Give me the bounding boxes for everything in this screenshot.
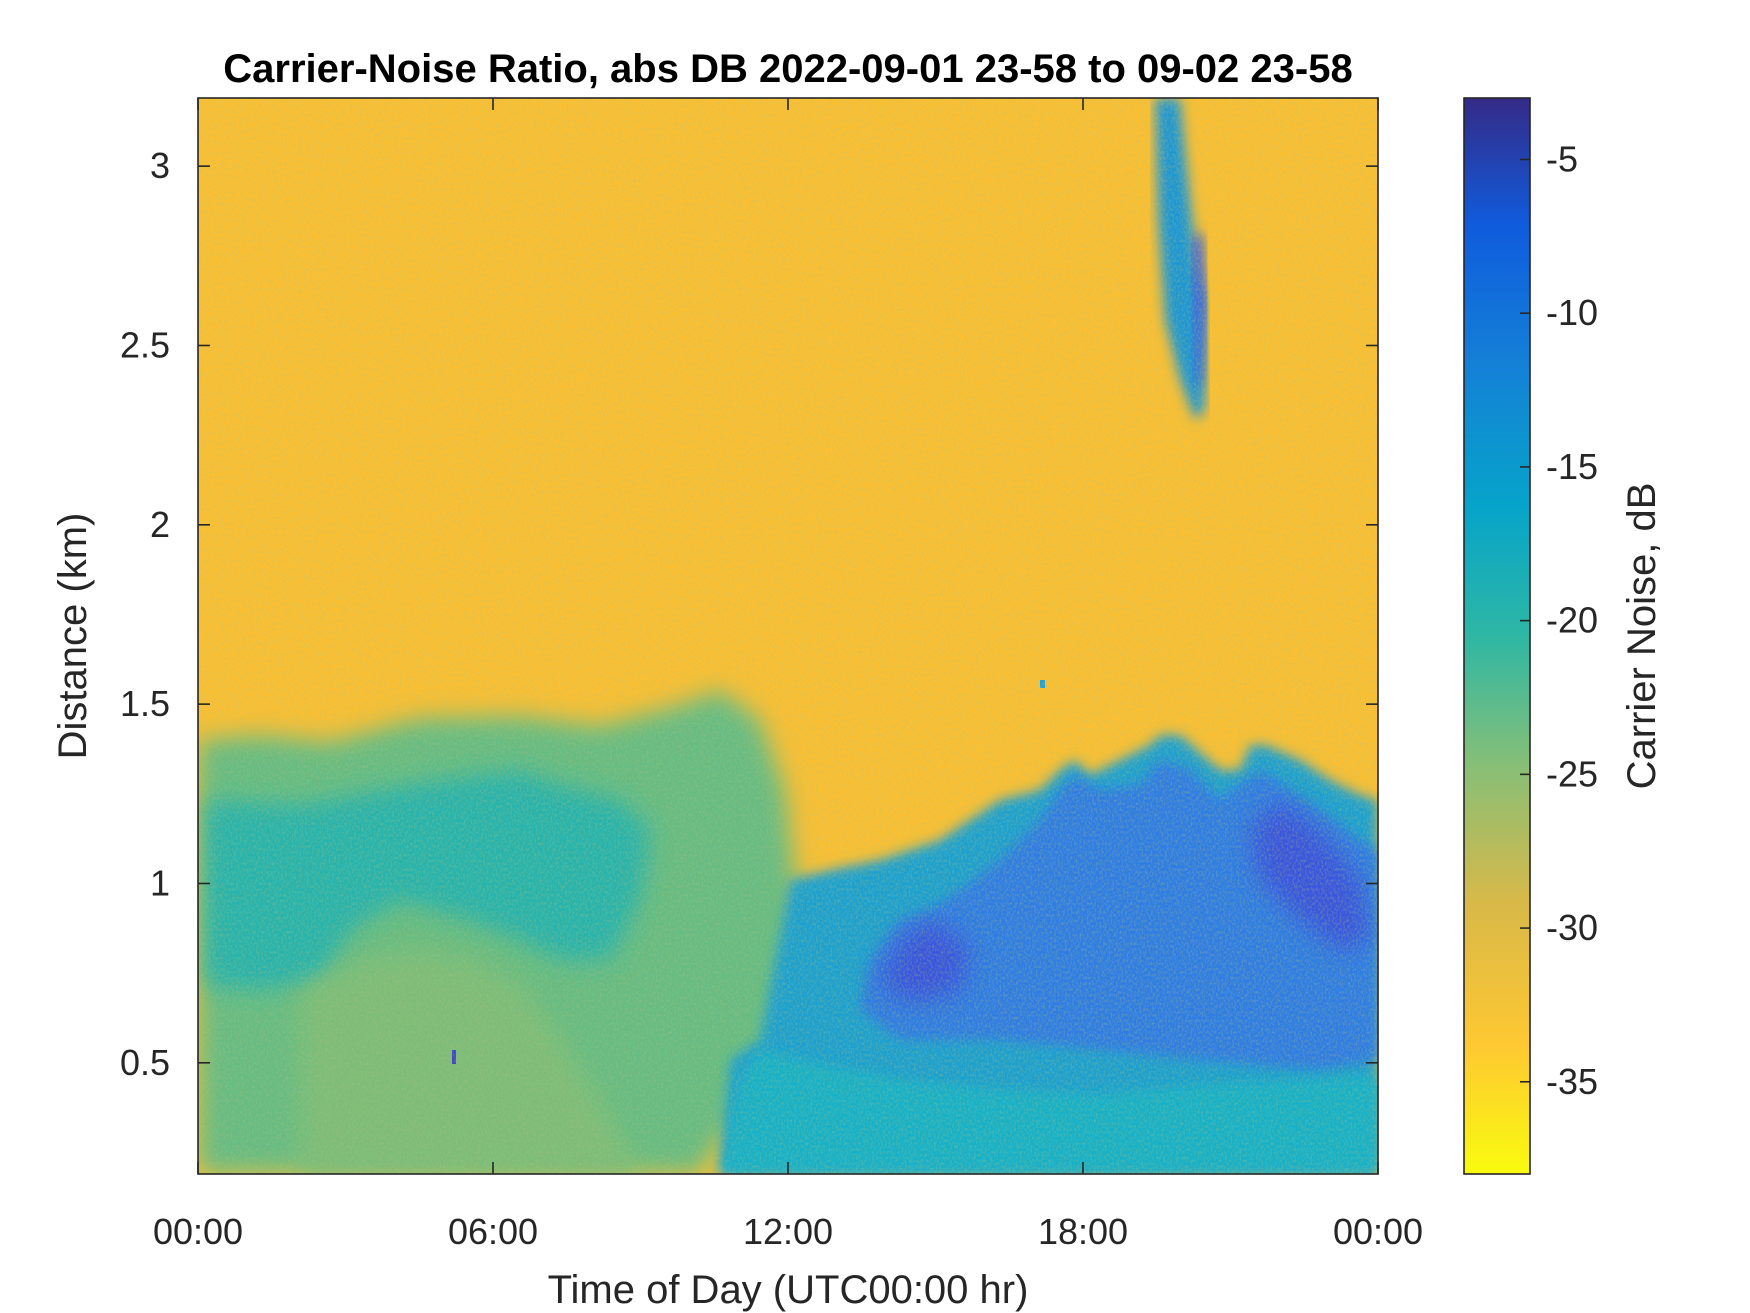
y-tick-label: 1 (150, 862, 170, 903)
y-axis-label: Distance (km) (51, 513, 95, 760)
y-tick-label: 2.5 (120, 324, 170, 365)
x-axis: 00:00 06:00 12:00 18:00 00:00 (153, 98, 1423, 1252)
colorbar-tick-label: -20 (1546, 600, 1598, 641)
heatmap (198, 98, 1378, 1174)
y-tick-label: 0.5 (120, 1042, 170, 1083)
x-axis-label: Time of Day (UTC00:00 hr) (548, 1268, 1029, 1312)
x-tick-label: 00:00 (153, 1211, 243, 1252)
x-tick-label: 06:00 (448, 1211, 538, 1252)
chart-title: Carrier-Noise Ratio, abs DB 2022-09-01 2… (223, 47, 1352, 91)
y-tick-label: 1.5 (120, 683, 170, 724)
colorbar-tick-label: -25 (1546, 753, 1598, 794)
colorbar-tick-label: -10 (1546, 292, 1598, 333)
colorbar-tick-label: -15 (1546, 446, 1598, 487)
y-tick-label: 2 (150, 504, 170, 545)
y-axis: 0.5 1 1.5 2 2.5 3 (120, 145, 1378, 1083)
colorbar-label: Carrier Noise, dB (1620, 483, 1664, 790)
colorbar-tick-label: -35 (1546, 1061, 1598, 1102)
colorbar-axis: -5 -10 -15 -20 -25 -30 -35 (1520, 138, 1598, 1102)
x-tick-label: 18:00 (1038, 1211, 1128, 1252)
colorbar (1463, 97, 1531, 1175)
y-tick-label: 3 (150, 145, 170, 186)
colorbar-tick-label: -5 (1546, 138, 1578, 179)
colorbar-tick-label: -30 (1546, 907, 1598, 948)
x-tick-label: 00:00 (1333, 1211, 1423, 1252)
x-tick-label: 12:00 (743, 1211, 833, 1252)
